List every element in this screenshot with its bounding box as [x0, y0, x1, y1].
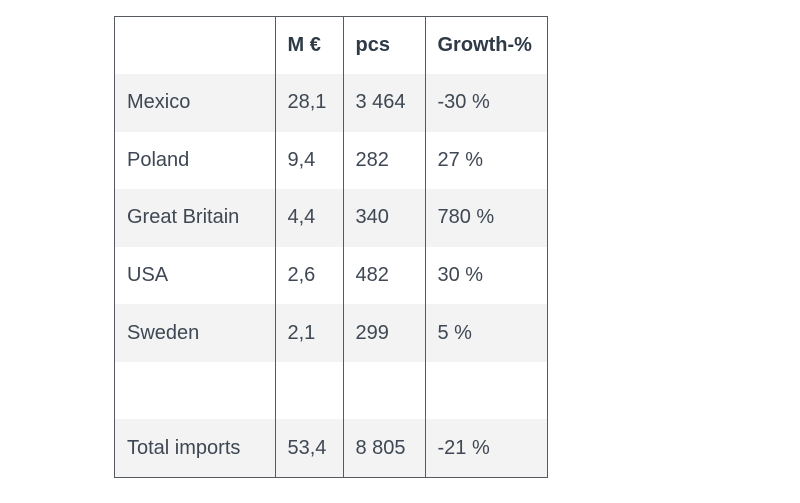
pcs-cell — [342, 361, 425, 420]
growth-cell — [424, 361, 547, 420]
imports-table-container: M € pcs Growth-% Mexico 28,1 3 464 -30 %… — [114, 16, 548, 478]
table-row-empty — [115, 361, 547, 420]
header-cell-pcs: pcs — [342, 17, 425, 74]
pcs-cell: 482 — [342, 246, 425, 305]
growth-cell: -30 % — [424, 74, 547, 132]
table-row: Poland 9,4 282 27 % — [115, 131, 547, 190]
value-cell: 4,4 — [274, 189, 343, 247]
pcs-cell: 8 805 — [342, 419, 425, 477]
total-row: Total imports 53,4 8 805 -21 % — [115, 419, 547, 477]
value-cell — [274, 361, 343, 420]
country-cell: Sweden — [115, 304, 275, 362]
growth-cell: -21 % — [424, 419, 547, 477]
value-cell: 28,1 — [274, 74, 343, 132]
pcs-cell: 282 — [342, 131, 425, 190]
pcs-cell: 340 — [342, 189, 425, 247]
table-row: Mexico 28,1 3 464 -30 % — [115, 74, 547, 132]
pcs-cell: 299 — [342, 304, 425, 362]
country-cell: Total imports — [115, 419, 275, 477]
country-cell: Poland — [127, 148, 190, 171]
imports-table: M € pcs Growth-% Mexico 28,1 3 464 -30 %… — [115, 17, 547, 477]
value-cell: 2,1 — [274, 304, 343, 362]
value-cell: 53,4 — [274, 419, 343, 477]
table-row: Sweden 2,1 299 5 % — [115, 304, 547, 362]
header-cell-growth: Growth-% — [424, 17, 547, 74]
country-cell: Great Britain — [115, 189, 275, 247]
country-cell — [115, 362, 275, 420]
value-cell: 9,4 — [274, 131, 343, 190]
growth-cell: 5 % — [424, 304, 547, 362]
header-cell-value: M € — [274, 17, 343, 74]
header-row: M € pcs Growth-% — [115, 17, 547, 74]
table-row: USA 2,6 482 30 % — [115, 246, 547, 305]
country-cell: Mexico — [115, 74, 275, 132]
growth-cell: 780 % — [424, 189, 547, 247]
value-cell: 2,6 — [274, 246, 343, 305]
growth-cell: 30 % — [424, 246, 547, 305]
header-cell-country — [115, 17, 275, 74]
pcs-cell: 3 464 — [342, 74, 425, 132]
growth-cell: 27 % — [424, 131, 547, 190]
table-row: Great Britain 4,4 340 780 % — [115, 189, 547, 247]
country-cell: USA — [127, 263, 169, 286]
